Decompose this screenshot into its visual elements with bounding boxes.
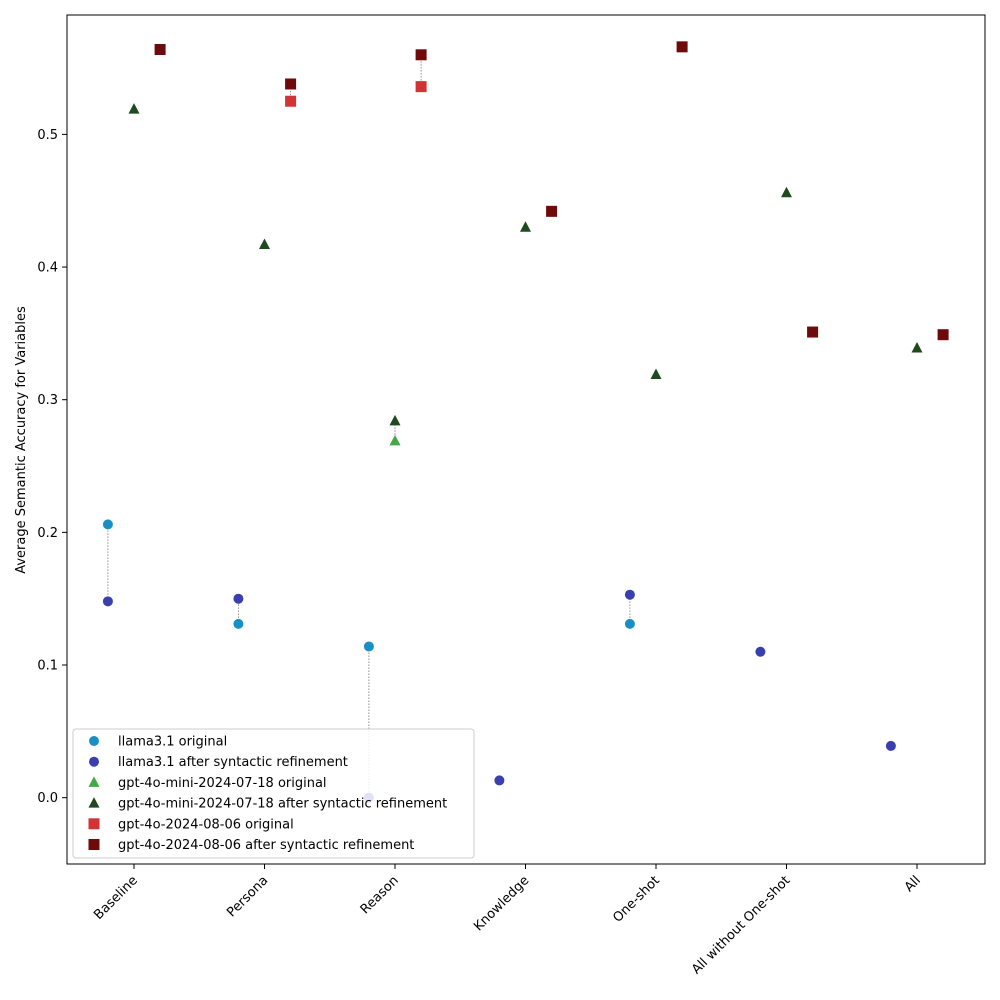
- data-point: [755, 646, 766, 657]
- data-point: [807, 326, 819, 338]
- legend-marker: [88, 776, 100, 787]
- data-point: [650, 368, 662, 379]
- data-point: [233, 593, 244, 604]
- data-point: [154, 43, 166, 55]
- data-point: [363, 641, 374, 652]
- legend: llama3.1 original llama3.1 after syntacti…: [72, 728, 475, 859]
- data-point: [676, 41, 688, 53]
- y-axis-label: Average Semantic Accuracy for Variables: [14, 306, 29, 574]
- legend-marker: [88, 818, 100, 830]
- legend-label: llama3.1 after syntactic refinement: [118, 755, 348, 770]
- data-point: [885, 740, 896, 751]
- y-tick-label: 0.2: [37, 526, 58, 541]
- x-tick-label: All: [902, 873, 924, 895]
- data-point: [624, 589, 635, 600]
- x-tick-label: One-shot: [610, 873, 662, 925]
- y-axis: 0.0 0.1 0.2 0.3 0.4 0.5: [37, 128, 67, 806]
- x-tick-label: Persona: [224, 873, 271, 920]
- data-point: [259, 238, 270, 249]
- x-axis: Baseline Persona Reason Knowledge One-shot Al…: [91, 864, 924, 978]
- data-point: [102, 519, 113, 530]
- legend-marker: [88, 797, 100, 808]
- data-point: [389, 414, 401, 426]
- data-point: [285, 78, 297, 90]
- data-point: [389, 434, 401, 446]
- data-point: [624, 618, 635, 629]
- x-tick-label: All without One-shot: [689, 873, 793, 977]
- legend-label: gpt-4o-2024-08-06 original: [118, 817, 294, 832]
- legend-box: [72, 728, 475, 859]
- legend-label: llama3.1 original: [118, 735, 227, 750]
- plot-frame: [66, 14, 986, 865]
- data-point: [285, 95, 297, 107]
- data-point: [546, 205, 558, 217]
- x-tick-label: Baseline: [91, 873, 141, 923]
- y-tick-label: 0.5: [37, 128, 58, 143]
- data-point: [494, 775, 505, 786]
- legend-label: gpt-4o-2024-08-06 after syntactic refine…: [118, 838, 414, 853]
- legend-marker: [89, 736, 99, 746]
- data-point: [520, 221, 531, 232]
- data-point: [102, 596, 113, 607]
- data-point: [415, 49, 427, 61]
- data-point: [911, 341, 923, 353]
- y-tick-label: 0.3: [37, 393, 58, 408]
- points-layer: [102, 41, 949, 803]
- legend-label: gpt-4o-mini-2024-07-18 original: [118, 776, 327, 791]
- data-point: [415, 81, 427, 93]
- data-point: [781, 186, 792, 198]
- y-tick-label: 0.0: [37, 791, 58, 806]
- data-point: [128, 103, 140, 114]
- x-tick-label: Reason: [358, 873, 402, 917]
- legend-label: gpt-4o-mini-2024-07-18 after syntactic r…: [118, 797, 447, 812]
- data-point: [233, 618, 244, 629]
- data-point: [937, 329, 949, 341]
- y-tick-label: 0.1: [37, 659, 58, 674]
- legend-marker: [88, 839, 100, 850]
- x-tick-label: Knowledge: [471, 873, 532, 934]
- y-tick-label: 0.4: [37, 261, 58, 276]
- legend-marker: [89, 756, 99, 767]
